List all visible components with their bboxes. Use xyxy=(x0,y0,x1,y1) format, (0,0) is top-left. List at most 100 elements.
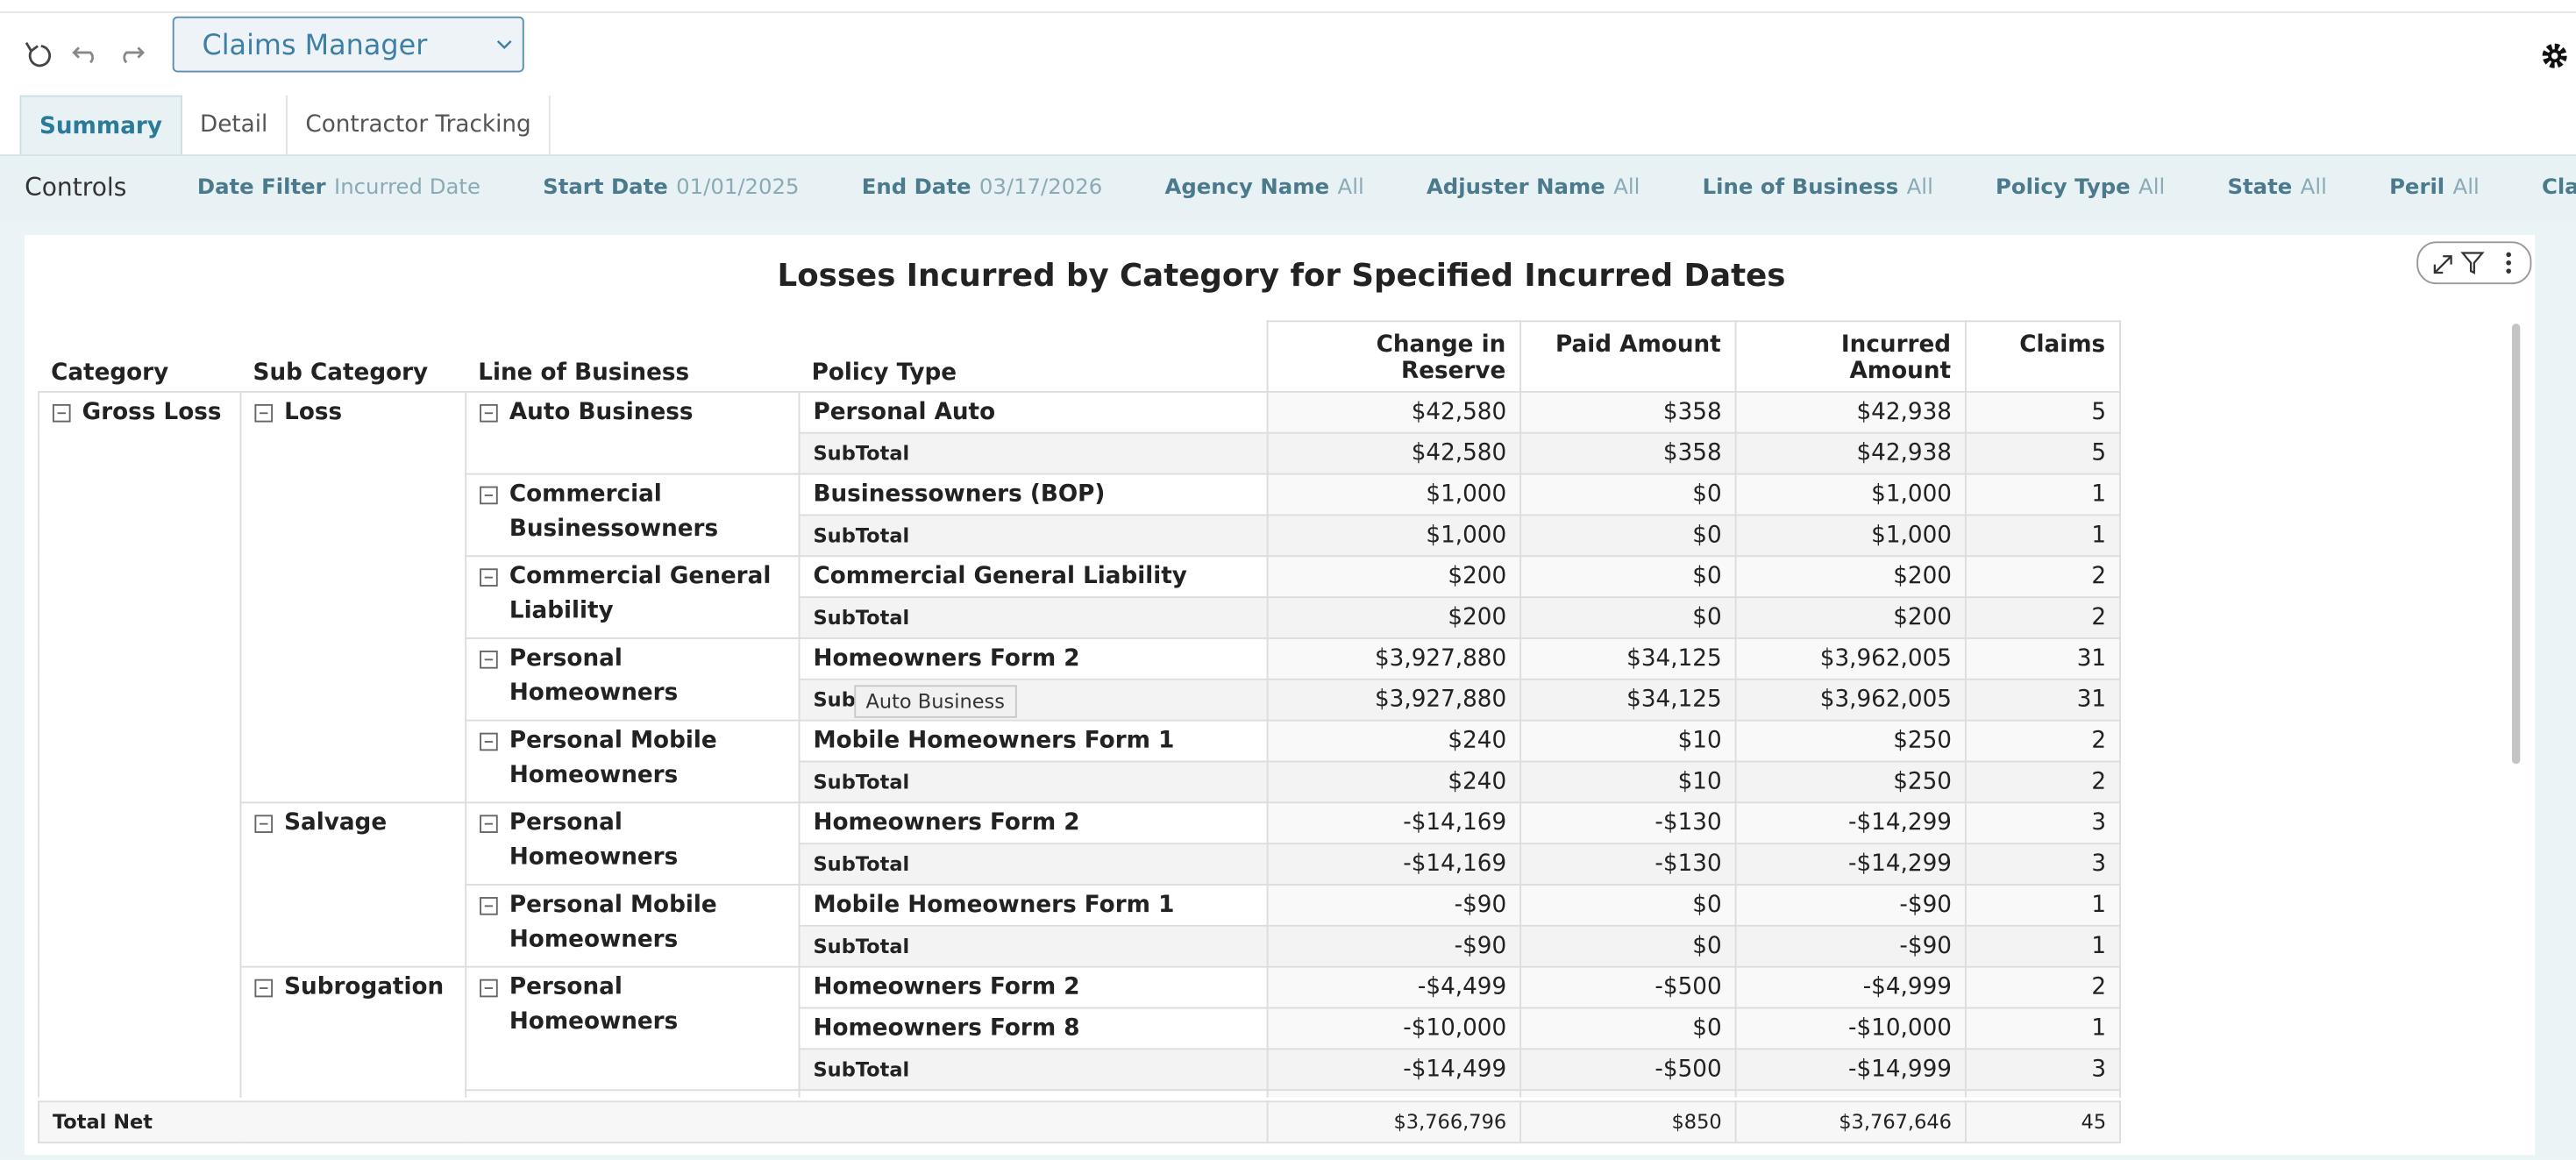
filter[interactable]: Peril All xyxy=(2389,175,2480,200)
value-cell: $0 xyxy=(1519,596,1737,639)
filter[interactable]: Claim StatusAll xyxy=(2542,175,2576,200)
controls-title: Controls xyxy=(25,172,127,203)
collapse-button[interactable] xyxy=(254,403,274,423)
value-cell: 31 xyxy=(1964,637,2121,680)
policy-type: SubTotal xyxy=(798,843,1269,886)
collapse-button[interactable] xyxy=(480,650,498,669)
filter-label: Date Filter xyxy=(196,175,326,201)
value-cell: -$14,169 xyxy=(1266,801,1522,845)
header-cell: Personal Mobile Homeowners xyxy=(480,1094,786,1099)
scrollbar[interactable] xyxy=(2511,324,2521,765)
value-cell: 2 xyxy=(1964,760,2121,804)
settings-icon[interactable] xyxy=(2538,39,2571,72)
column-header[interactable]: Incurred Amount xyxy=(1733,320,1966,392)
column-header[interactable]: Sub Category xyxy=(253,359,429,386)
tab[interactable]: Contractor Tracking xyxy=(288,95,551,155)
collapse-button[interactable] xyxy=(480,403,498,423)
collapse-button[interactable] xyxy=(254,815,274,833)
column-header[interactable]: Paid Amount xyxy=(1519,320,1736,392)
policy-type: Businessowners (BOP) xyxy=(798,473,1269,516)
tab[interactable]: Summary xyxy=(19,95,182,157)
column-header[interactable]: Policy Type xyxy=(811,359,957,386)
filter-value: All xyxy=(2452,175,2480,201)
collapse-button[interactable] xyxy=(52,403,71,423)
collapse-button[interactable] xyxy=(480,732,498,751)
header-cell: Personal Mobile Homeowners xyxy=(480,889,786,958)
collapse-button[interactable] xyxy=(254,979,274,998)
value-cell: $1,000 xyxy=(1734,473,1967,516)
header-cell: Personal Homeowners xyxy=(480,643,786,712)
table-row: SubTotal -$14,169 -$130 -$14,299 3 xyxy=(39,843,2121,886)
chevron xyxy=(496,39,512,50)
header-cell: Salvage xyxy=(254,807,452,841)
policy-type: Personal Auto xyxy=(798,390,1269,434)
filter[interactable]: Date Filter Incurred Date xyxy=(197,175,480,200)
visual-menu xyxy=(2416,241,2532,285)
table-row: SubTotal $200 $0 $200 2 xyxy=(39,596,2121,639)
line-of-business: Auto Business xyxy=(509,399,694,426)
header-cell: Personal Homeowners xyxy=(480,807,786,876)
value-cell: -$90 xyxy=(1734,1089,1967,1098)
filter[interactable]: End Date 03/17/2026 xyxy=(862,175,1103,200)
line-cell: Commercial General Liability xyxy=(465,555,801,639)
collapse-button[interactable] xyxy=(480,897,498,915)
filter[interactable]: Policy Type All xyxy=(1996,175,2165,200)
filter-icon[interactable] xyxy=(2460,252,2485,274)
undo-icon[interactable] xyxy=(74,51,94,64)
filter[interactable]: Line of Business All xyxy=(1703,175,1933,200)
filter[interactable]: Start Date 01/01/2025 xyxy=(543,175,799,200)
column-header[interactable]: Claims xyxy=(1964,320,2121,392)
value-cell: -$90 xyxy=(1266,884,1522,927)
category-cell: Gross Loss xyxy=(38,390,242,1098)
table-row: SubTotal -$14,499 -$500 -$14,999 3 xyxy=(39,1048,2121,1092)
filter[interactable]: Adjuster Name All xyxy=(1427,175,1640,200)
value-cell: $250 xyxy=(1734,719,1967,763)
value-cell: 1 xyxy=(1964,884,2121,927)
filter[interactable]: Agency Name All xyxy=(1164,175,1363,200)
controls-bar: Controls Date Filter Incurred Date Start D… xyxy=(0,154,2576,222)
column-header[interactable]: Change in Reserve xyxy=(1265,320,1521,392)
value-cell: $42,938 xyxy=(1734,431,1967,475)
table-row: Subrogation Personal Homeowners Homeowners… xyxy=(39,965,2121,1098)
value-cell: $0 xyxy=(1519,924,1737,968)
value-cell: $200 xyxy=(1266,555,1522,599)
value-cell: -$14,999 xyxy=(1734,1048,1967,1092)
table-row: Commercial Businessowners Businessowners … xyxy=(39,473,2121,558)
collapse-button[interactable] xyxy=(480,979,498,998)
reset-icon[interactable] xyxy=(28,45,52,68)
filter-label: Policy Type xyxy=(1996,175,2131,201)
value-cell: 1 xyxy=(1964,1089,2121,1098)
collapse-button[interactable] xyxy=(480,568,498,587)
policy-type: SubTotal xyxy=(798,431,1269,475)
value-cell: 2 xyxy=(1964,965,2121,1009)
value-cell: $10 xyxy=(1519,760,1737,804)
filters: Date Filter Incurred Date Start Date 01/01/… xyxy=(197,175,2576,200)
collapse-button[interactable] xyxy=(480,815,498,833)
collapse-button[interactable] xyxy=(480,486,498,505)
filter-value: 03/17/2026 xyxy=(978,175,1103,201)
header-cell: Commercial General Liability xyxy=(480,560,786,630)
policy-type: Mobile Homeowners Form 1 xyxy=(798,1089,1269,1098)
more-icon[interactable] xyxy=(2506,252,2511,274)
value-cell: $200 xyxy=(1734,596,1967,639)
column-header[interactable]: Category xyxy=(51,359,169,386)
table-row: SubTotal $1,000 $0 $1,000 1 xyxy=(39,514,2121,558)
value-cell: -$500 xyxy=(1519,965,1737,1009)
sub-category: Loss xyxy=(284,399,343,426)
line-of-business: Personal Homeowners xyxy=(509,645,679,707)
filter[interactable]: State All xyxy=(2227,175,2326,200)
filter-label: Line of Business xyxy=(1702,175,1899,201)
expand-icon[interactable] xyxy=(2433,255,2452,274)
value-cell: -$4,499 xyxy=(1266,965,1522,1009)
category: Gross Loss xyxy=(82,399,222,426)
line-cell: Auto Business xyxy=(465,390,801,475)
column-header[interactable]: Line of Business xyxy=(478,359,690,386)
analysis-dropdown[interactable]: Claims Manager xyxy=(172,16,524,73)
value-cell: -$90 xyxy=(1734,924,1967,968)
value-cell: $200 xyxy=(1266,596,1522,639)
redo-icon[interactable] xyxy=(123,51,144,64)
filter-value: All xyxy=(2138,175,2166,201)
value-cell: $200 xyxy=(1734,555,1967,599)
value-cell: 5 xyxy=(1964,431,2121,475)
tab[interactable]: Detail xyxy=(181,95,288,155)
